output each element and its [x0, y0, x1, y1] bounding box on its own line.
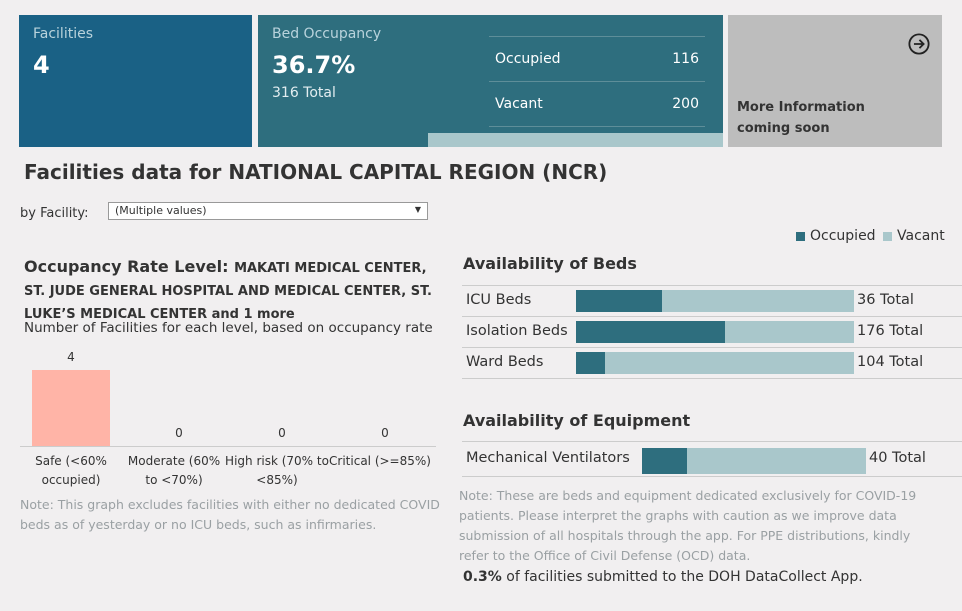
- occupancy-mini-table: Occupied 116 Vacant 200: [489, 36, 705, 127]
- bed-occupancy-tile: Bed Occupancy 36.7% 316 Total Occupied 1…: [258, 15, 723, 147]
- bar-value-label: 0: [381, 426, 389, 440]
- legend-occupied-label: Occupied: [810, 228, 876, 244]
- row-divider: [462, 378, 962, 379]
- facilities-count: 4: [33, 51, 50, 79]
- occupancy-progress-bar: [428, 133, 723, 147]
- facilities-label: Facilities: [33, 26, 93, 42]
- legend-vacant-label: Vacant: [897, 228, 945, 244]
- availability-bar-occupied: [642, 447, 687, 474]
- bar-value-label: 0: [175, 426, 183, 440]
- beds-section-title: Availability of Beds: [463, 254, 637, 273]
- more-info-text: More Information coming soon: [737, 97, 865, 139]
- occupied-row: Occupied 116: [489, 37, 705, 82]
- occupancy-title-prefix: Occupancy Rate Level:: [24, 257, 235, 276]
- facilities-tile: Facilities 4: [19, 15, 252, 147]
- submission-footer: 0.3% of facilities submitted to the DOH …: [463, 569, 863, 585]
- availability-bar-occupied: [576, 320, 725, 343]
- chevron-down-icon: ▼: [414, 205, 421, 214]
- more-info-line2: coming soon: [737, 121, 830, 136]
- category-label: Safe (<60% occupied): [35, 454, 107, 487]
- legend-occupied-swatch: [796, 231, 805, 241]
- row-divider: [462, 316, 962, 317]
- availability-row-label: ICU Beds: [466, 291, 532, 308]
- occupied-value: 116: [672, 51, 699, 67]
- bed-occupancy-value: 36.7%: [272, 51, 356, 79]
- row-divider: [462, 441, 962, 442]
- occupancy-title-facilities: MAKATI MEDICAL CENTER, ST. JUDE GENERAL …: [24, 261, 432, 322]
- facility-filter-dropdown[interactable]: (Multiple values) ▼: [108, 202, 428, 220]
- vacant-label: Vacant: [495, 96, 543, 112]
- vacant-value: 200: [672, 96, 699, 112]
- vacant-row: Vacant 200: [489, 82, 705, 127]
- availability-row-label: Isolation Beds: [466, 322, 568, 339]
- occupancy-chart-caption: Number of Facilities for each level, bas…: [24, 320, 433, 336]
- availability-row-label: Mechanical Ventilators: [466, 449, 630, 466]
- availability-bar: [576, 320, 854, 343]
- availability-bar: [576, 351, 854, 374]
- row-divider: [462, 347, 962, 348]
- facility-filter-value: (Multiple values): [115, 204, 207, 217]
- arrow-right-circle-icon[interactable]: [908, 33, 930, 55]
- legend-vacant-swatch: [883, 231, 892, 241]
- availability-total: 176 Total: [857, 322, 924, 339]
- occupancy-chart-title: Occupancy Rate Level: MAKATI MEDICAL CEN…: [24, 256, 434, 325]
- chart-baseline: [20, 446, 436, 447]
- occupancy-chart-note: Note: This graph excludes facilities wit…: [20, 497, 440, 532]
- bed-occupancy-label: Bed Occupancy: [272, 26, 382, 42]
- equipment-section-title: Availability of Equipment: [463, 411, 691, 430]
- chart-bar: [32, 370, 110, 446]
- category-label: Critical (>=85%): [329, 454, 431, 468]
- submission-percent: 0.3%: [463, 569, 502, 585]
- facility-filter-label: by Facility:: [20, 206, 89, 221]
- category-label: High risk (70% to <85%): [225, 454, 329, 487]
- availability-note: Note: These are beds and equipment dedic…: [459, 488, 917, 563]
- more-info-line1: More Information: [737, 100, 865, 115]
- bar-value-label: 0: [278, 426, 286, 440]
- bar-value-label: 4: [67, 350, 75, 364]
- bed-total: 316 Total: [272, 85, 336, 101]
- row-divider: [462, 476, 962, 477]
- page-title: Facilities data for NATIONAL CAPITAL REG…: [24, 160, 608, 184]
- legend-vacant: Vacant: [883, 228, 945, 244]
- row-divider: [462, 285, 962, 286]
- availability-row-label: Ward Beds: [466, 353, 544, 370]
- legend-occupied: Occupied: [796, 228, 876, 244]
- availability-total: 104 Total: [857, 353, 924, 370]
- category-label: Moderate (60% to <70%): [127, 454, 221, 487]
- occupied-label: Occupied: [495, 51, 561, 67]
- availability-bar-occupied: [576, 351, 606, 374]
- availability-bar-occupied: [576, 289, 663, 312]
- availability-total: 40 Total: [869, 449, 926, 466]
- availability-bar: [642, 447, 866, 474]
- more-info-tile[interactable]: More Information coming soon: [728, 15, 942, 147]
- availability-total: 36 Total: [857, 291, 914, 308]
- submission-text: of facilities submitted to the DOH DataC…: [501, 569, 863, 585]
- availability-bar: [576, 289, 854, 312]
